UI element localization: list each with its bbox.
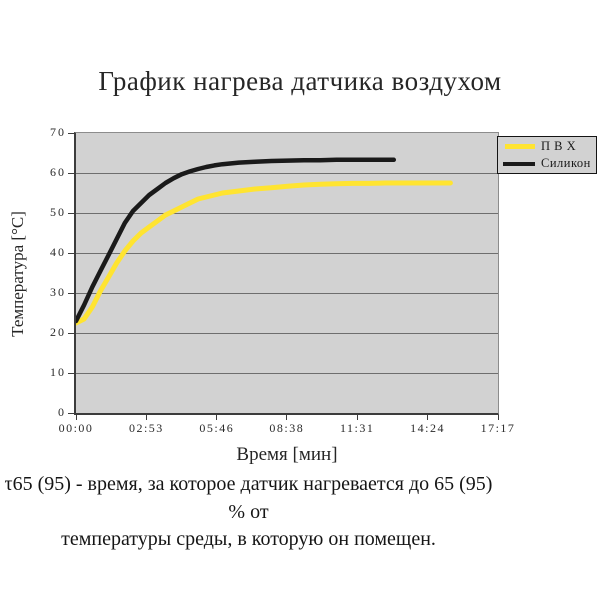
x-tick-mark xyxy=(427,415,429,420)
chart-title: График нагрева датчика воздухом xyxy=(98,66,502,96)
caption-line-1: τ65 (95) - время, за которое датчик нагр… xyxy=(4,473,493,523)
x-tick-mark xyxy=(356,415,358,420)
series-line-Силикон xyxy=(76,157,397,324)
x-tick-label: 05:46 xyxy=(199,421,235,435)
y-tick-mark xyxy=(68,132,76,134)
y-tick-mark xyxy=(68,172,76,174)
gridline-y-40 xyxy=(76,252,498,254)
y-tick-label: 20 xyxy=(50,325,66,339)
series-lines xyxy=(76,157,453,326)
gridline-y-10 xyxy=(76,372,498,374)
pvc-line-swatch-icon xyxy=(505,144,535,149)
gridline-y-60 xyxy=(76,172,498,174)
legend: П В Х Силикон xyxy=(497,136,597,174)
plot-area xyxy=(74,132,499,415)
x-tick-label: 00:00 xyxy=(58,421,94,435)
x-tick-mark xyxy=(497,415,499,420)
x-axis-title: Время [мин] xyxy=(236,444,338,465)
caption: τ65 (95) - время, за которое датчик нагр… xyxy=(0,471,497,554)
y-tick-label: 0 xyxy=(58,405,66,419)
caption-line-2: температуры среды, в которую он помещен. xyxy=(61,528,436,550)
y-tick-mark xyxy=(68,252,76,254)
legend-item-silicone: Силикон xyxy=(501,156,593,172)
x-tick-mark xyxy=(145,415,147,420)
x-tick-mark xyxy=(216,415,218,420)
gridline-y-20 xyxy=(76,332,498,334)
x-tick-label: 11:31 xyxy=(339,421,375,435)
y-tick-label: 30 xyxy=(50,285,66,299)
legend-label-pvc: П В Х xyxy=(541,139,577,153)
x-tick-label: 17:17 xyxy=(480,421,516,435)
y-tick-mark xyxy=(68,212,76,214)
y-tick-label: 10 xyxy=(50,365,66,379)
y-tick-label: 70 xyxy=(50,125,66,139)
gridline-y-30 xyxy=(76,292,498,294)
x-tick-mark xyxy=(286,415,288,420)
y-tick-mark xyxy=(68,372,76,374)
y-tick-mark xyxy=(68,292,76,294)
x-tick-mark xyxy=(75,415,77,420)
y-tick-mark xyxy=(68,332,76,334)
y-tick-label: 50 xyxy=(50,205,66,219)
y-tick-mark xyxy=(68,412,76,414)
x-tick-label: 08:38 xyxy=(269,421,305,435)
legend-label-silicone: Силикон xyxy=(541,156,591,170)
x-tick-label: 14:24 xyxy=(410,421,446,435)
y-tick-label: 40 xyxy=(50,245,66,259)
gridline-y-50 xyxy=(76,212,498,214)
x-tick-label: 02:53 xyxy=(128,421,164,435)
series-line-ПВХ xyxy=(76,180,453,326)
silicone-line-swatch-icon xyxy=(503,161,535,166)
y-tick-label: 60 xyxy=(50,165,66,179)
y-axis-title: Температура [°C] xyxy=(8,211,27,337)
legend-item-pvc: П В Х xyxy=(501,139,593,155)
